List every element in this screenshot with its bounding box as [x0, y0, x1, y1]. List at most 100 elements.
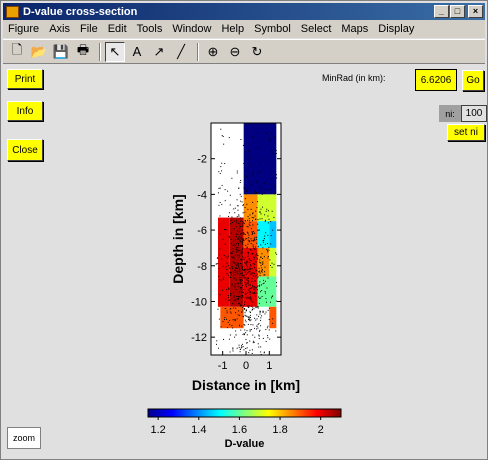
menu-maps[interactable]: Maps [341, 23, 369, 35]
rotate-icon[interactable]: ↻ [251, 43, 263, 59]
minimize-button[interactable]: _ [434, 5, 449, 18]
event-dot [244, 324, 246, 326]
menu-edit[interactable]: Edit [107, 23, 127, 35]
event-dot [261, 267, 263, 269]
menu-axis[interactable]: Axis [49, 23, 70, 35]
line-icon[interactable]: ╱ [177, 43, 185, 59]
arrow-icon[interactable]: ↗ [153, 43, 165, 59]
event-dot [266, 208, 268, 210]
event-dot [243, 288, 245, 290]
event-dot [248, 234, 250, 236]
event-dot [253, 256, 255, 258]
event-dot [230, 293, 232, 295]
x-axis-label: Distance in [km] [192, 377, 300, 393]
maximize-button[interactable]: □ [450, 5, 465, 18]
event-dot [243, 238, 245, 240]
event-dot [254, 280, 256, 282]
event-dot [254, 232, 256, 234]
menu-window[interactable]: Window [172, 23, 212, 35]
event-dot [236, 170, 238, 172]
event-dot [260, 256, 262, 258]
menu-figure[interactable]: Figure [8, 23, 40, 35]
event-dot [241, 305, 243, 307]
event-dot [249, 314, 251, 316]
event-dot [254, 266, 256, 268]
set-ni-button[interactable]: set ni [447, 124, 485, 141]
event-dot [248, 319, 250, 321]
event-dot [241, 279, 243, 281]
event-dot [220, 128, 222, 130]
event-dot [257, 324, 259, 326]
event-dot [260, 244, 262, 246]
ni-input[interactable]: 100 [461, 105, 487, 122]
event-dot [224, 228, 226, 230]
event-dot [267, 325, 269, 327]
event-dot [265, 210, 267, 212]
event-dot [251, 305, 253, 307]
close-button[interactable]: Close [7, 139, 43, 161]
zoom-in-icon[interactable]: ⊕ [207, 43, 219, 59]
event-dot [261, 159, 263, 161]
menu-file[interactable]: File [79, 23, 98, 35]
event-dot [244, 261, 246, 263]
event-dot [248, 218, 250, 220]
x-tick-label: 0 [243, 360, 249, 372]
print-icon[interactable]: 🖶 [76, 41, 90, 57]
text-icon[interactable]: A [132, 44, 142, 59]
event-dot [262, 263, 264, 265]
print-button[interactable]: Print [7, 69, 43, 89]
event-dot [259, 281, 261, 283]
x-tick-label: -1 [218, 360, 228, 372]
select-arrow-icon[interactable]: ↖ [105, 41, 125, 62]
event-dot [252, 307, 254, 309]
event-dot [256, 277, 258, 279]
menu-select[interactable]: Select [300, 23, 332, 35]
event-dot [232, 267, 234, 269]
zoom-button[interactable]: zoom [7, 427, 41, 449]
event-dot [256, 270, 258, 272]
event-dot [237, 266, 239, 268]
title-bar[interactable]: D-value cross-section _ □ × [3, 3, 485, 20]
info-button[interactable]: Info [7, 101, 43, 121]
minrad-input[interactable]: 6.6206 [415, 69, 457, 91]
open-icon[interactable]: 📂 [30, 43, 48, 59]
event-dot [228, 235, 230, 237]
event-dot [221, 289, 223, 291]
event-dot [238, 242, 240, 244]
event-dot [251, 304, 253, 306]
event-dot [238, 303, 240, 305]
event-dot [267, 257, 269, 259]
menu-help[interactable]: Help [221, 23, 245, 35]
menu-tools[interactable]: Tools [136, 23, 163, 35]
menu-symbol[interactable]: Symbol [254, 23, 291, 35]
event-dot [250, 208, 252, 210]
event-dot [241, 311, 243, 313]
new-icon[interactable]: 🗋 [11, 41, 23, 57]
event-dot [247, 219, 249, 221]
event-dot [234, 220, 236, 222]
menu-display[interactable]: Display [378, 23, 415, 35]
heatmap-cell [243, 221, 258, 248]
close-window-button[interactable]: × [468, 5, 483, 18]
event-dot [242, 346, 244, 348]
heatmap-cell [257, 194, 277, 222]
event-dot [240, 291, 242, 293]
event-dot [248, 297, 250, 299]
event-dot [261, 290, 263, 292]
event-dot [245, 338, 247, 340]
zoom-out-icon[interactable]: ⊖ [229, 43, 241, 59]
event-dot [245, 315, 247, 317]
event-dot [265, 298, 267, 300]
event-dot [235, 307, 237, 309]
event-dot [253, 239, 255, 241]
event-dot [249, 317, 251, 319]
save-icon[interactable]: 💾 [52, 43, 70, 59]
event-dot [248, 297, 250, 299]
event-dot [239, 273, 241, 275]
colorbar [147, 408, 342, 418]
event-dot [244, 234, 246, 236]
event-dot [256, 318, 258, 320]
event-dot [264, 292, 266, 294]
event-dot [248, 258, 250, 260]
go-button[interactable]: Go [462, 70, 484, 91]
